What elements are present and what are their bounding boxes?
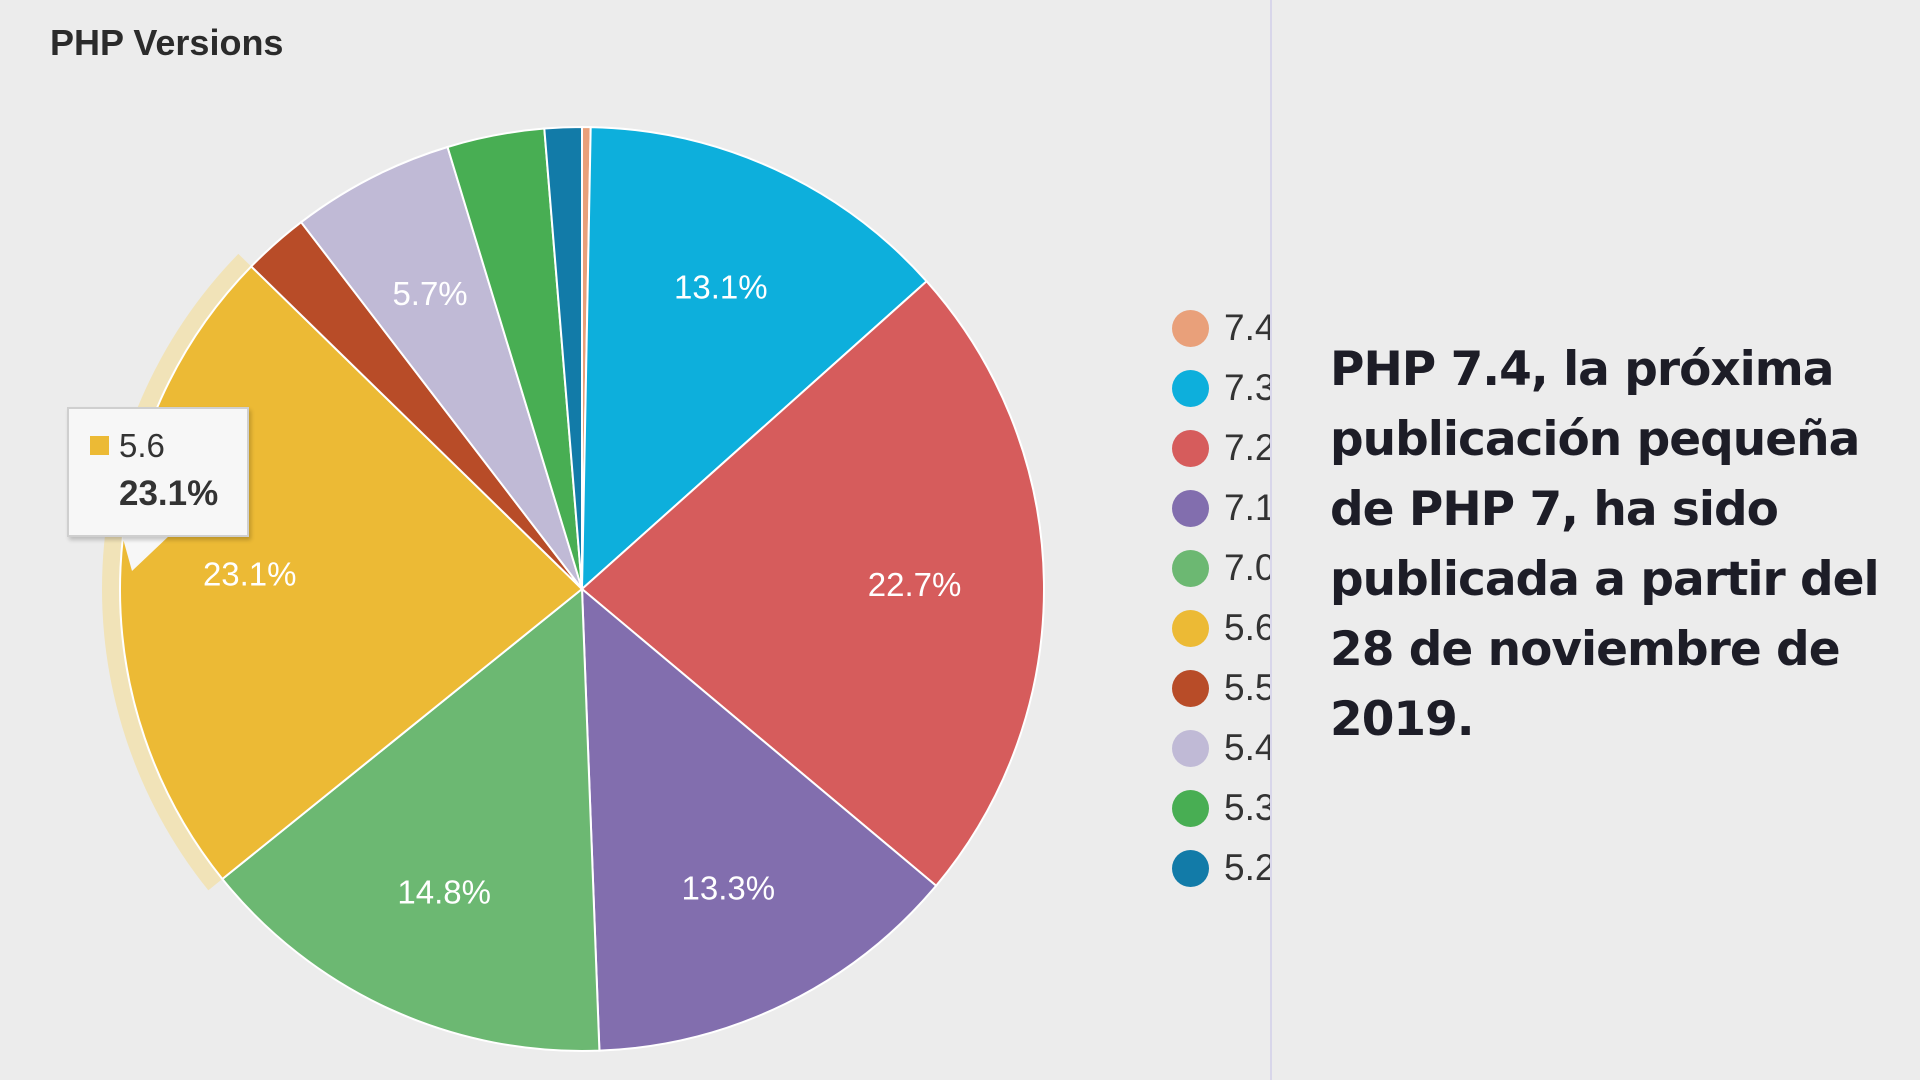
- legend-item-7.4[interactable]: 7.4: [1172, 298, 1270, 358]
- slice-label: 13.1%: [674, 269, 768, 306]
- legend-item-7.3[interactable]: 7.3: [1172, 358, 1270, 418]
- legend-label: 5.6: [1224, 607, 1270, 648]
- legend-item-5.5[interactable]: 5.5: [1172, 658, 1270, 718]
- caption-text: PHP 7.4, la próxima publicación pequeña …: [1330, 342, 1880, 747]
- legend-label: 5.3: [1224, 787, 1270, 828]
- legend-dot-icon: [1172, 489, 1209, 527]
- slice-label: 22.7%: [868, 566, 962, 603]
- legend-item-5.6[interactable]: 5.6: [1172, 598, 1270, 658]
- legend-dot-icon: [1172, 309, 1209, 347]
- legend-dot-icon: [1172, 429, 1209, 467]
- legend-item-7.1[interactable]: 7.1: [1172, 478, 1270, 538]
- legend-item-7.2[interactable]: 7.2: [1172, 418, 1270, 478]
- legend-label: 7.4: [1224, 307, 1270, 348]
- pie-slice-7.0[interactable]: [220, 586, 601, 1052]
- divider: [1270, 0, 1272, 1080]
- pie-slice-7.2[interactable]: [580, 279, 1045, 888]
- slice-label: 5.7%: [392, 275, 467, 312]
- legend-dot-icon: [1172, 789, 1209, 827]
- chart-title: PHP Versions: [50, 22, 284, 63]
- pie-slice-5.4[interactable]: [299, 145, 583, 590]
- legend-item-5.4[interactable]: 5.4: [1172, 718, 1270, 778]
- tooltip-tail: [122, 535, 170, 571]
- slice-label: 13.3%: [682, 870, 776, 907]
- legend-dot-icon: [1172, 549, 1209, 587]
- legend-label: 5.4: [1224, 727, 1270, 768]
- pie-chart: 13.1% 22.7% 13.3% 14.8% 23.1% 5.7%: [101, 125, 1045, 1052]
- legend-label: 7.2: [1224, 427, 1270, 468]
- legend-label: 7.3: [1224, 367, 1270, 408]
- legend-item-5.2[interactable]: 5.2: [1172, 838, 1270, 898]
- slice-label: 14.8%: [397, 874, 491, 911]
- legend-dot-icon: [1172, 369, 1209, 407]
- tooltip-name: 5.6: [119, 427, 165, 464]
- pie-slice-7.1[interactable]: [580, 586, 938, 1052]
- pie-slice-5.2[interactable]: [543, 125, 583, 590]
- legend-dot-icon: [1172, 669, 1209, 707]
- slice-label: 23.1%: [203, 555, 297, 592]
- legend-dot-icon: [1172, 849, 1209, 887]
- legend-label: 7.0: [1224, 547, 1270, 588]
- legend-item-5.3[interactable]: 5.3: [1172, 778, 1270, 838]
- chart-panel: 13.1% 22.7% 13.3% 14.8% 23.1% 5.7% PHP Versio…: [50, 22, 1270, 1052]
- pie-slice-7.3[interactable]: [580, 126, 929, 592]
- tooltip-value: 23.1%: [119, 474, 219, 513]
- legend-dot-icon: [1172, 729, 1209, 767]
- legend-dot-icon: [1172, 609, 1209, 647]
- legend-item-7.0[interactable]: 7.0: [1172, 538, 1270, 598]
- legend-label: 5.2: [1224, 847, 1270, 888]
- tooltip-swatch: [90, 436, 109, 455]
- tooltip: 5.6 23.1%: [67, 407, 249, 537]
- legend-label: 5.5: [1224, 667, 1270, 708]
- chart-legend: 7.4 7.3 7.2 7.1 7.0 5.6 5.5 5.4 5.3 5.2: [1172, 298, 1270, 898]
- legend-label: 7.1: [1224, 487, 1270, 528]
